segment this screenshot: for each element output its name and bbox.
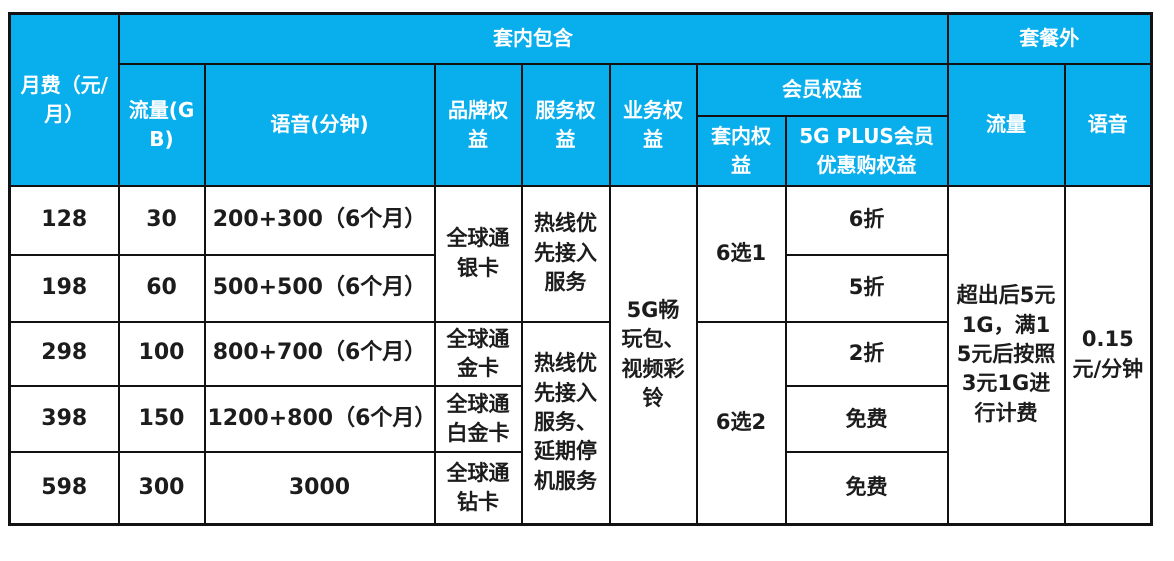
discount-cell: 5折: [784, 253, 949, 323]
header-monthly-fee: 月费（元/月）: [8, 12, 120, 187]
header-in-package-group: 套内包含: [117, 12, 949, 65]
member-choice-cell-rows-1-2: 6选1: [695, 184, 787, 323]
data-gb-cell: 300: [117, 451, 206, 526]
discount-cell: 2折: [784, 320, 949, 388]
monthly-fee-cell: 598: [8, 451, 120, 526]
business-rights-cell: 5G畅玩包、视频彩铃: [608, 184, 698, 526]
header-member-in-package: 套内权益: [695, 114, 787, 187]
header-business-rights: 业务权益: [608, 62, 698, 187]
voice-min-cell: 800+700（6个月）: [203, 320, 436, 388]
plan-row-598: 598 300 3000 全球通钻卡 免费: [8, 451, 1152, 526]
data-gb-cell: 100: [117, 320, 206, 388]
brand-rights-cell-diamond: 全球通钻卡: [433, 451, 523, 526]
header-brand-rights: 品牌权益: [433, 62, 523, 187]
voice-min-cell: 1200+800（6个月）: [203, 385, 436, 454]
data-gb-cell: 60: [117, 253, 206, 323]
monthly-fee-cell: 128: [8, 184, 120, 256]
plan-row-298: 298 100 800+700（6个月） 全球通金卡 热线优先接入服务、延期停机…: [8, 320, 1152, 526]
out-of-package-data-cell: 超出后5元1G，满15元后按照3元1G进行计费: [946, 184, 1066, 526]
header-member-5gplus: 5G PLUS会员优惠购权益: [784, 114, 949, 187]
monthly-fee-cell: 298: [8, 320, 120, 388]
header-out-data: 流量: [946, 62, 1066, 187]
header-service-rights: 服务权益: [520, 62, 611, 187]
header-member-rights-group: 会员权益: [695, 62, 949, 117]
plan-row-128: 128 30 200+300（6个月） 全球通银卡 热线优先接入服务 5G畅玩包…: [8, 184, 1153, 526]
service-rights-cell-rows-3-5: 热线优先接入服务、延期停机服务: [520, 320, 611, 526]
discount-cell: 免费: [784, 451, 949, 526]
discount-cell: 6折: [784, 184, 949, 256]
member-choice-cell-rows-3-5: 6选2: [695, 320, 787, 526]
voice-min-cell: 3000: [203, 451, 436, 526]
header-data-gb: 流量(GB): [117, 62, 206, 187]
brand-rights-cell-silver: 全球通银卡: [433, 184, 523, 323]
monthly-fee-cell: 398: [8, 385, 120, 454]
monthly-fee-cell: 198: [8, 253, 120, 323]
brand-rights-cell-gold: 全球通金卡: [433, 320, 523, 388]
header-out-package-group: 套餐外: [946, 12, 1153, 65]
header-row-columns: 流量(GB) 语音(分钟) 品牌权益 服务权益 业务权益 会员权益 流量 语音: [10, 62, 1153, 187]
discount-cell: 免费: [784, 385, 949, 454]
voice-min-cell: 200+300（6个月）: [203, 184, 436, 256]
service-rights-cell-rows-1-2: 热线优先接入服务: [520, 184, 611, 323]
brand-rights-cell-platinum: 全球通白金卡: [433, 385, 523, 454]
header-out-voice: 语音: [1063, 62, 1153, 187]
data-gb-cell: 30: [117, 184, 206, 256]
header-row-groups: 月费（元/月） 套内包含 套餐外: [8, 12, 1153, 187]
plan-row-398: 398 150 1200+800（6个月） 全球通白金卡 免费: [8, 385, 1152, 454]
plan-row-198: 198 60 500+500（6个月） 5折: [8, 253, 1152, 323]
out-of-package-voice-cell: 0.15元/分钟: [1063, 184, 1153, 526]
data-gb-cell: 150: [117, 385, 206, 454]
mobile-plan-pricing-table: 月费（元/月） 套内包含 套餐外 流量(GB) 语音(分钟) 品牌权益 服务权益…: [8, 12, 1154, 526]
header-row-member-sub: 套内权益 5G PLUS会员优惠购权益: [10, 114, 1152, 187]
header-voice-min: 语音(分钟): [203, 62, 436, 187]
voice-min-cell: 500+500（6个月）: [203, 253, 436, 323]
